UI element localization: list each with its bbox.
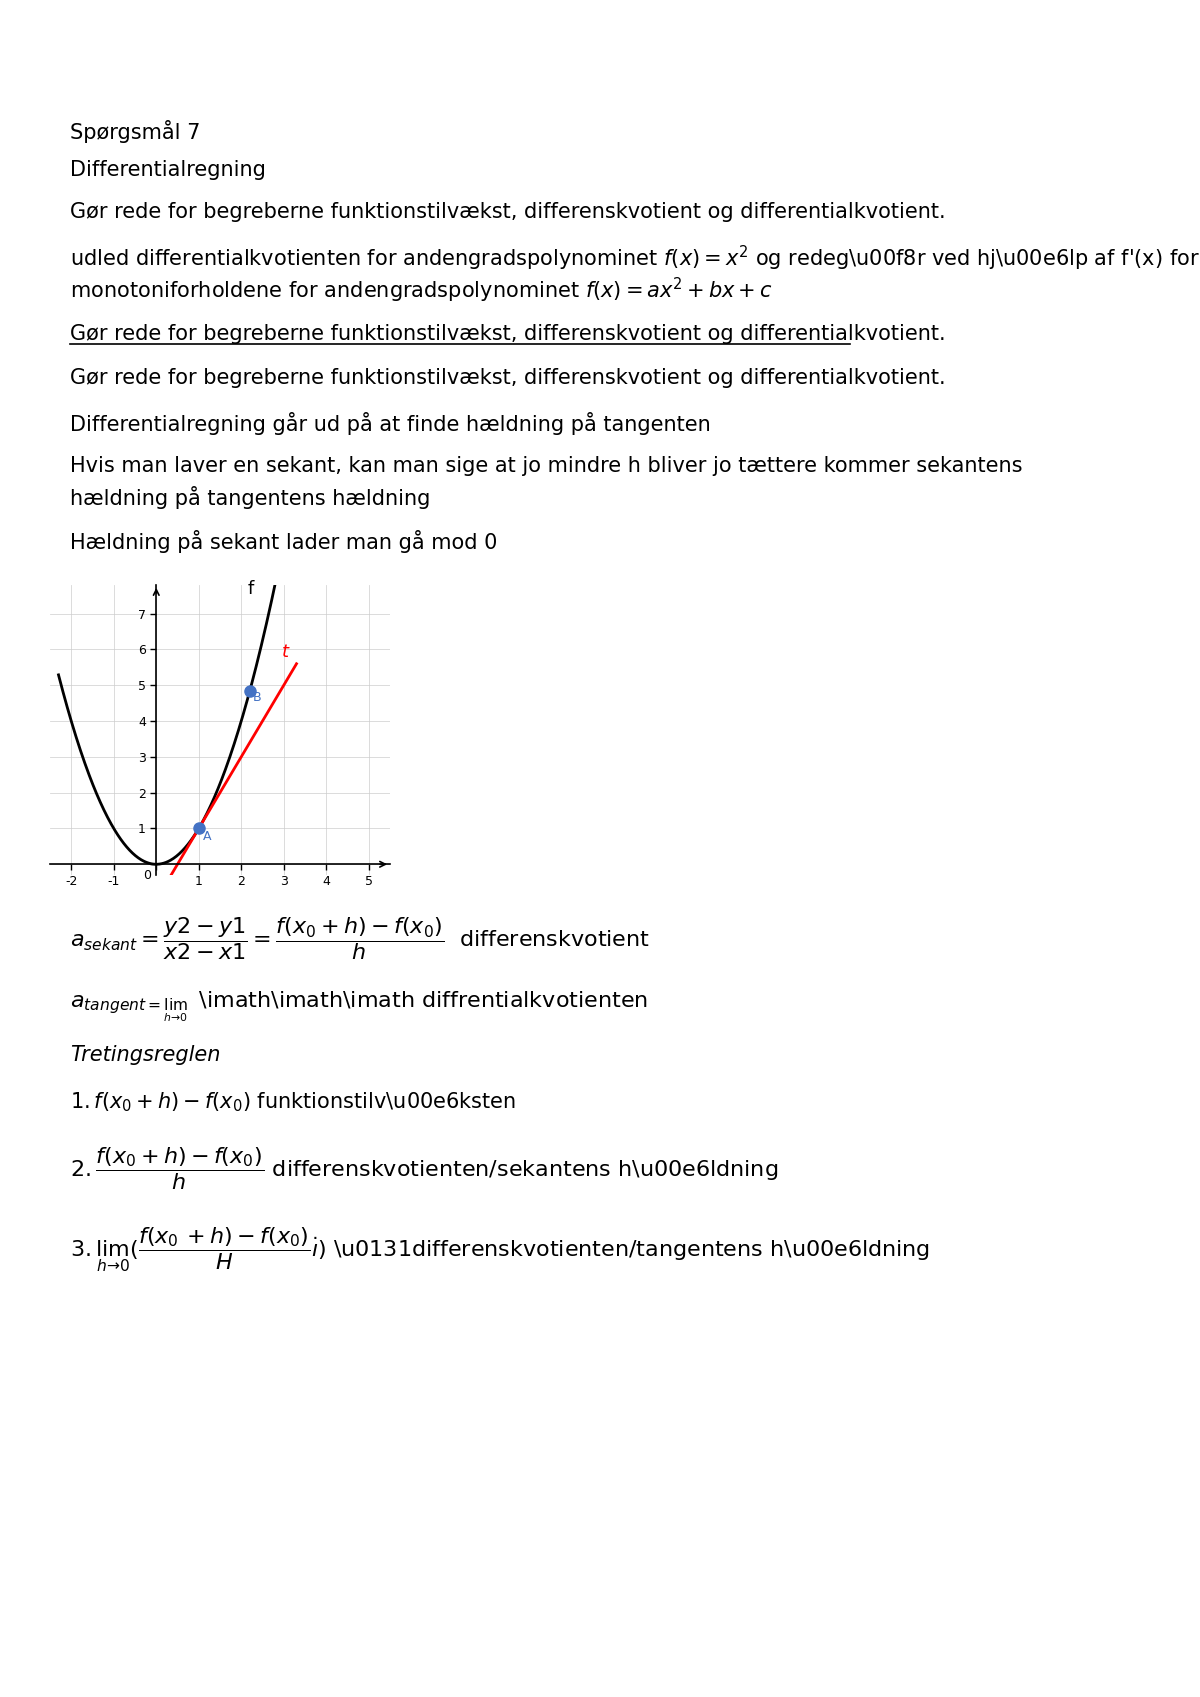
Text: monotoniforholdene for andengradspolynominet $f\left(x\right)=ax^{2}+bx+c$: monotoniforholdene for andengradspolynom…: [70, 277, 773, 305]
Text: $3.\lim_{h\to 0}(\dfrac{f(x_0+h)-f(x_0)}{H}\dot{\imath})$ \u0131differenskvotien: $3.\lim_{h\to 0}(\dfrac{f(x_0+h)-f(x_0)}…: [70, 1225, 930, 1274]
Text: udled differentialkvotienten for andengradspolynominet $f\left(x\right)=x^{2}$ o: udled differentialkvotienten for andengr…: [70, 244, 1200, 273]
Text: $1.f\left(x_0+h\right)-f\left(x_0\right)$ funktionstilv\u00e6ksten: $1.f\left(x_0+h\right)-f\left(x_0\right)…: [70, 1089, 516, 1113]
Text: t: t: [282, 643, 289, 660]
Text: $2.\dfrac{f(x_0+h)-f(x_0)}{h}$ differenskvotienten/sekantens h\u00e6ldning: $2.\dfrac{f(x_0+h)-f(x_0)}{h}$ differens…: [70, 1145, 779, 1191]
Text: Gør rede for begreberne funktionstilvækst, differenskvotient og differentialkvot: Gør rede for begreberne funktionstilvæks…: [70, 324, 946, 344]
Text: $a_{sekant}=\dfrac{y2-y1}{x2-x1}=\dfrac{f(x_0+h)-f(x_0)}{h}$  differenskvotient: $a_{sekant}=\dfrac{y2-y1}{x2-x1}=\dfrac{…: [70, 915, 650, 962]
Text: Gør rede for begreberne funktionstilvækst, differenskvotient og differentialkvot: Gør rede for begreberne funktionstilvæks…: [70, 368, 946, 389]
Text: Tretingsreglen: Tretingsreglen: [70, 1045, 221, 1066]
Text: Hvis man laver en sekant, kan man sige at jo mindre h bliver jo tættere kommer s: Hvis man laver en sekant, kan man sige a…: [70, 456, 1022, 475]
Text: Differentialregning går ud på at finde hældning på tangenten: Differentialregning går ud på at finde h…: [70, 412, 710, 434]
Text: 0: 0: [143, 869, 151, 881]
Text: Hældning på sekant lader man gå mod 0: Hældning på sekant lader man gå mod 0: [70, 529, 497, 553]
Text: Gør rede for begreberne funktionstilvækst, differenskvotient og differentialkvot: Gør rede for begreberne funktionstilvæks…: [70, 202, 946, 222]
Text: f: f: [247, 580, 254, 597]
Text: Spørgsmål 7: Spørgsmål 7: [70, 120, 200, 143]
Text: A: A: [203, 830, 211, 843]
Text: B: B: [253, 691, 262, 704]
Text: Differentialregning: Differentialregning: [70, 160, 266, 180]
Text: $a_{tangent=\lim_{h\to 0}}$ \imath\imath\imath diffrentialkvotienten: $a_{tangent=\lim_{h\to 0}}$ \imath\imath…: [70, 989, 648, 1025]
Text: hældning på tangentens hældning: hældning på tangentens hældning: [70, 485, 431, 509]
